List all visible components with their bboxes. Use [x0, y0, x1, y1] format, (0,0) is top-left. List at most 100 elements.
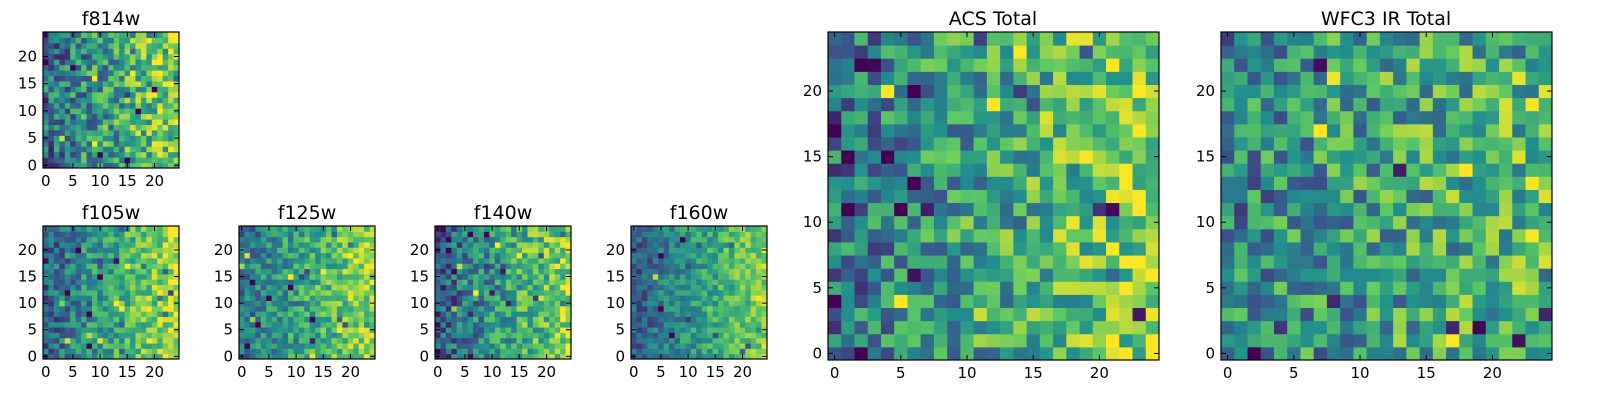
- heatmap-cell: [538, 268, 545, 275]
- heatmap-cell: [168, 300, 175, 307]
- heatmap-cell: [880, 136, 895, 151]
- heatmap-cell: [108, 284, 115, 291]
- heatmap-cell: [282, 273, 289, 280]
- heatmap-cell: [1260, 97, 1275, 112]
- heatmap-cell: [146, 119, 153, 125]
- heatmap-cell: [1326, 228, 1341, 243]
- heatmap-cell: [48, 162, 55, 169]
- heatmap-cell: [1353, 176, 1368, 190]
- heatmap-cell: [1013, 294, 1028, 309]
- x-tick-label: 10: [91, 172, 110, 190]
- heatmap-cell: [108, 32, 115, 38]
- heatmap-cell: [701, 226, 708, 232]
- heatmap-cell: [1419, 333, 1434, 348]
- heatmap-cell: [1459, 84, 1474, 99]
- heatmap-cell: [75, 295, 82, 301]
- heatmap-cell: [102, 252, 109, 259]
- heatmap-cell: [690, 284, 697, 291]
- heatmap-cell: [435, 289, 441, 296]
- heatmap-cell: [549, 353, 556, 360]
- heatmap-cell: [1419, 150, 1434, 164]
- heatmap-cell: [1419, 97, 1434, 112]
- heatmap-cell: [467, 305, 474, 312]
- heatmap-cell: [75, 32, 82, 38]
- heatmap-cell: [1079, 150, 1094, 164]
- heatmap-cell: [723, 273, 730, 280]
- heatmap-cell: [549, 241, 556, 248]
- heatmap-cell: [162, 32, 169, 38]
- heatmap-cell: [467, 343, 474, 349]
- heatmap-cell: [1485, 215, 1500, 230]
- heatmap-cell: [173, 241, 180, 248]
- heatmap-cell: [636, 321, 643, 328]
- heatmap-cell: [75, 135, 82, 142]
- heatmap-cell: [451, 316, 458, 323]
- heatmap-cell: [140, 53, 147, 60]
- heatmap-cell: [146, 113, 153, 120]
- heatmap-cell: [157, 64, 164, 71]
- heatmap-cell: [440, 295, 447, 301]
- heatmap-cell: [369, 236, 376, 243]
- heatmap-cell: [157, 113, 164, 120]
- heatmap-cell: [315, 236, 322, 243]
- heatmap-cell: [933, 189, 948, 204]
- heatmap-cell: [249, 279, 256, 286]
- heatmap-cell: [1106, 32, 1120, 46]
- heatmap-cell: [140, 332, 147, 339]
- heatmap-cell: [841, 320, 855, 335]
- heatmap-cell: [947, 84, 961, 99]
- heatmap-cell: [342, 353, 349, 360]
- heatmap-cell: [119, 252, 126, 259]
- heatmap-cell: [1313, 97, 1328, 112]
- heatmap-cell: [756, 348, 763, 355]
- heatmap-cell: [140, 64, 147, 71]
- heatmap-cell: [43, 91, 49, 98]
- heatmap-cell: [696, 353, 703, 360]
- heatmap-cell: [543, 252, 550, 259]
- heatmap-cell: [907, 255, 922, 269]
- heatmap-cell: [451, 231, 458, 238]
- heatmap-cell: [1066, 163, 1081, 177]
- heatmap-cell: [173, 305, 180, 312]
- heatmap-cell: [277, 231, 284, 238]
- heatmap-cell: [750, 268, 757, 275]
- heatmap-cell: [81, 157, 88, 164]
- heatmap-cell: [445, 305, 452, 312]
- heatmap-cell: [841, 241, 855, 256]
- heatmap-cell: [532, 279, 539, 286]
- x-tick-label: 15: [118, 172, 137, 190]
- heatmap-cell: [739, 327, 746, 333]
- heatmap-cell: [64, 289, 71, 296]
- heatmap-cell: [130, 236, 136, 243]
- heatmap-cell: [445, 241, 452, 248]
- x-tick-label: 0: [629, 363, 639, 381]
- x-tick-label: 0: [237, 363, 247, 381]
- heatmap-cell: [527, 295, 534, 301]
- heatmap-cell: [102, 311, 109, 317]
- heatmap-cell: [828, 202, 842, 217]
- heatmap-cell: [707, 343, 714, 349]
- heatmap-cell: [679, 252, 686, 259]
- heatmap-cell: [527, 247, 534, 254]
- heatmap-cell: [1300, 320, 1315, 335]
- heatmap-cell: [435, 236, 441, 243]
- heatmap-cell: [1353, 58, 1368, 72]
- heatmap-cell: [483, 289, 490, 296]
- heatmap-cell: [140, 135, 147, 142]
- heatmap-cell: [478, 343, 485, 349]
- heatmap-cell: [75, 162, 82, 169]
- heatmap-cell: [1432, 294, 1447, 309]
- heatmap-cell: [59, 129, 66, 136]
- heatmap-cell: [97, 231, 104, 238]
- heatmap-cell: [168, 151, 175, 158]
- heatmap-cell: [663, 348, 670, 355]
- heatmap-cell: [1326, 268, 1341, 282]
- heatmap-cell: [102, 86, 109, 93]
- heatmap-cell: [91, 59, 98, 66]
- heatmap-cell: [467, 295, 474, 301]
- heatmap-cell: [880, 307, 895, 322]
- heatmap-cell: [48, 37, 55, 44]
- heatmap-cell: [146, 332, 153, 339]
- heatmap-cell: [86, 247, 93, 254]
- heatmap-cell: [1092, 97, 1107, 112]
